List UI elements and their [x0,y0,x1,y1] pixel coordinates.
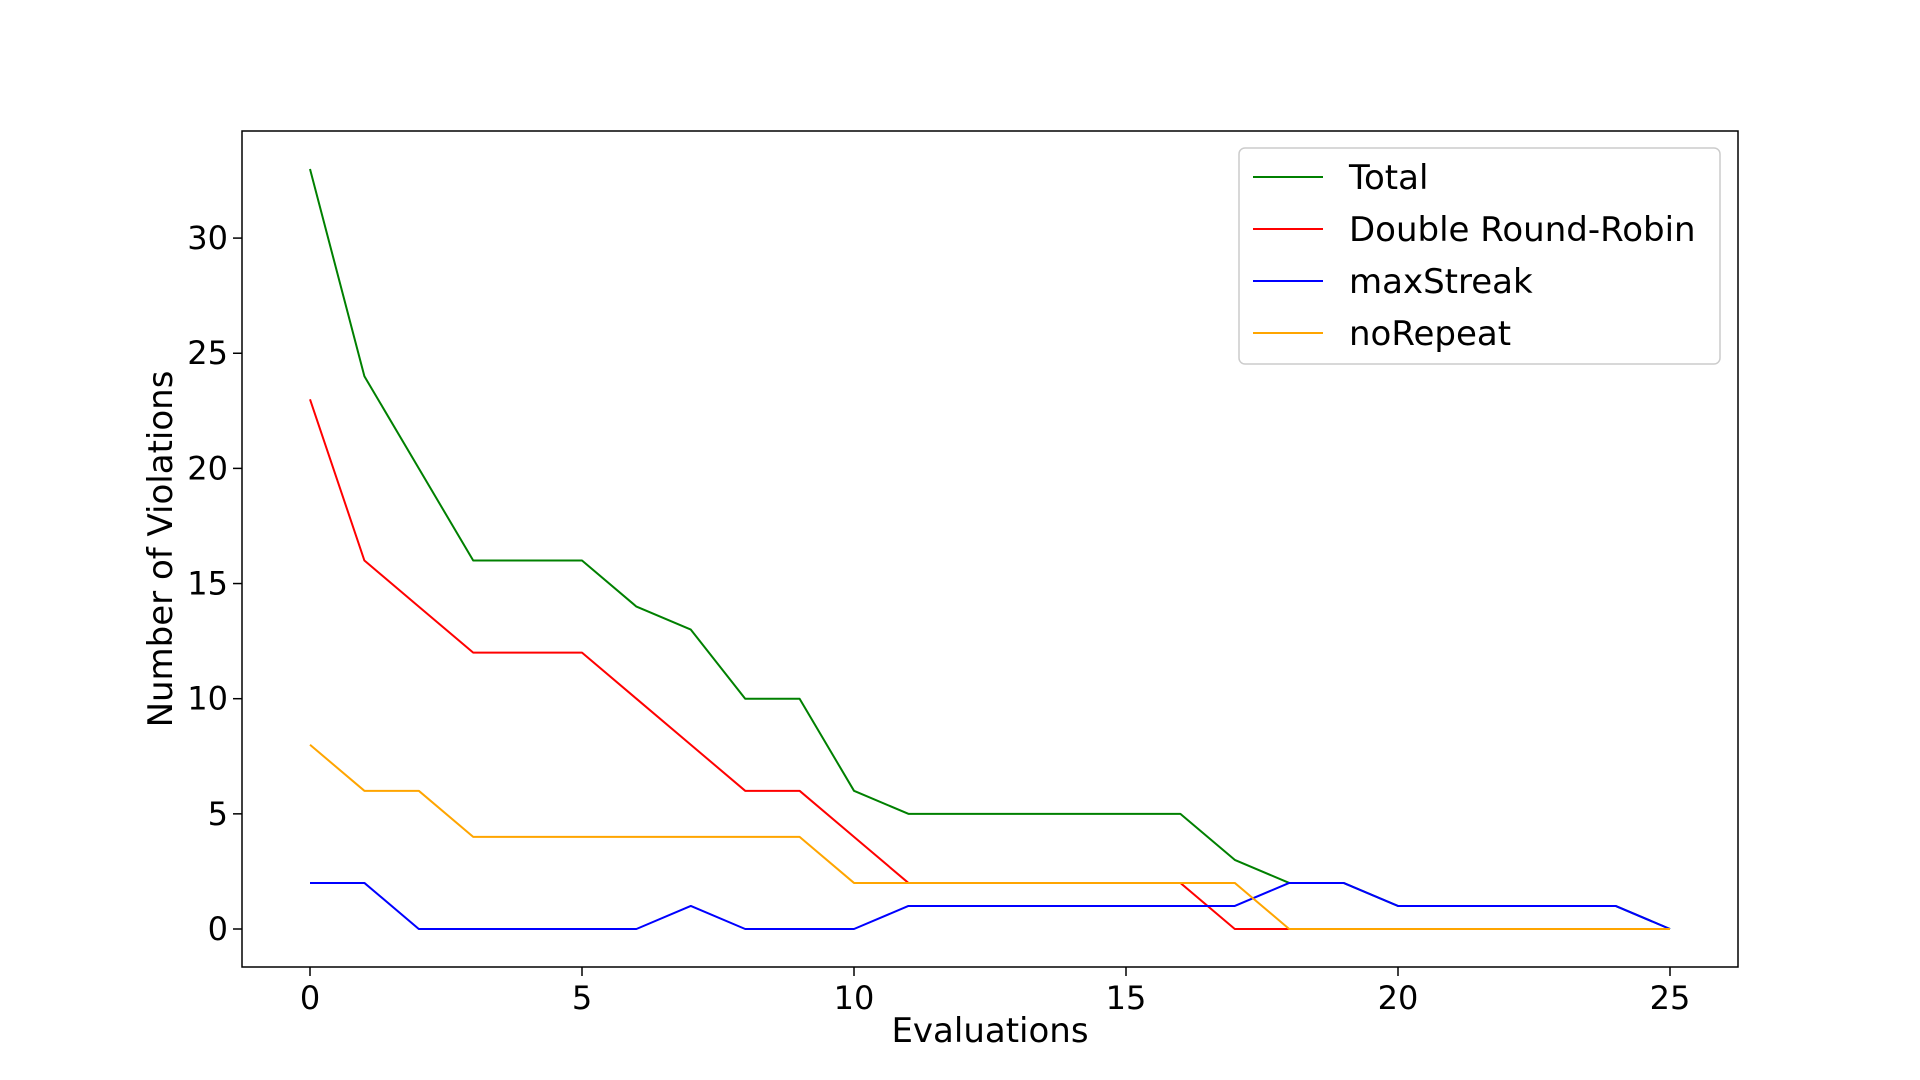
legend-label-maxstreak: maxStreak [1349,262,1533,302]
y-tick-label: 30 [187,219,228,257]
legend-label-total: Total [1348,158,1428,198]
series-line-double-round-robin [309,398,1670,930]
y-tick-label: 15 [187,565,228,603]
x-tick-label: 0 [300,979,320,1017]
x-tick-label: 15 [1106,979,1147,1017]
plot-area-frame [241,130,1739,968]
y-axis: 0 5 10 15 20 25 30 [187,219,242,948]
y-tick-label: 10 [187,680,228,718]
x-tick-label: 5 [572,979,592,1017]
y-axis-title: Number of Violations [141,371,181,728]
y-tick-label: 20 [187,449,228,487]
y-tick-label: 5 [208,795,228,833]
x-tick-label: 20 [1378,979,1419,1017]
legend-label-norepeat: noRepeat [1349,314,1511,354]
x-axis: 0 5 10 15 20 25 [300,967,1691,1017]
series-line-norepeat [309,743,1670,930]
series-line-maxstreak [310,881,1671,930]
legend-box [1238,147,1721,365]
y-tick-label: 25 [187,334,228,372]
x-tick-label: 25 [1650,979,1691,1017]
series-lines [309,168,1671,930]
legend-label-double-round-robin: Double Round-Robin [1349,210,1696,250]
y-tick-label: 0 [208,910,228,948]
legend: Total Double Round-Robin maxStreak noRepeat [1238,147,1721,365]
x-axis-title: Evaluations [891,1011,1088,1051]
x-tick-label: 10 [834,979,875,1017]
